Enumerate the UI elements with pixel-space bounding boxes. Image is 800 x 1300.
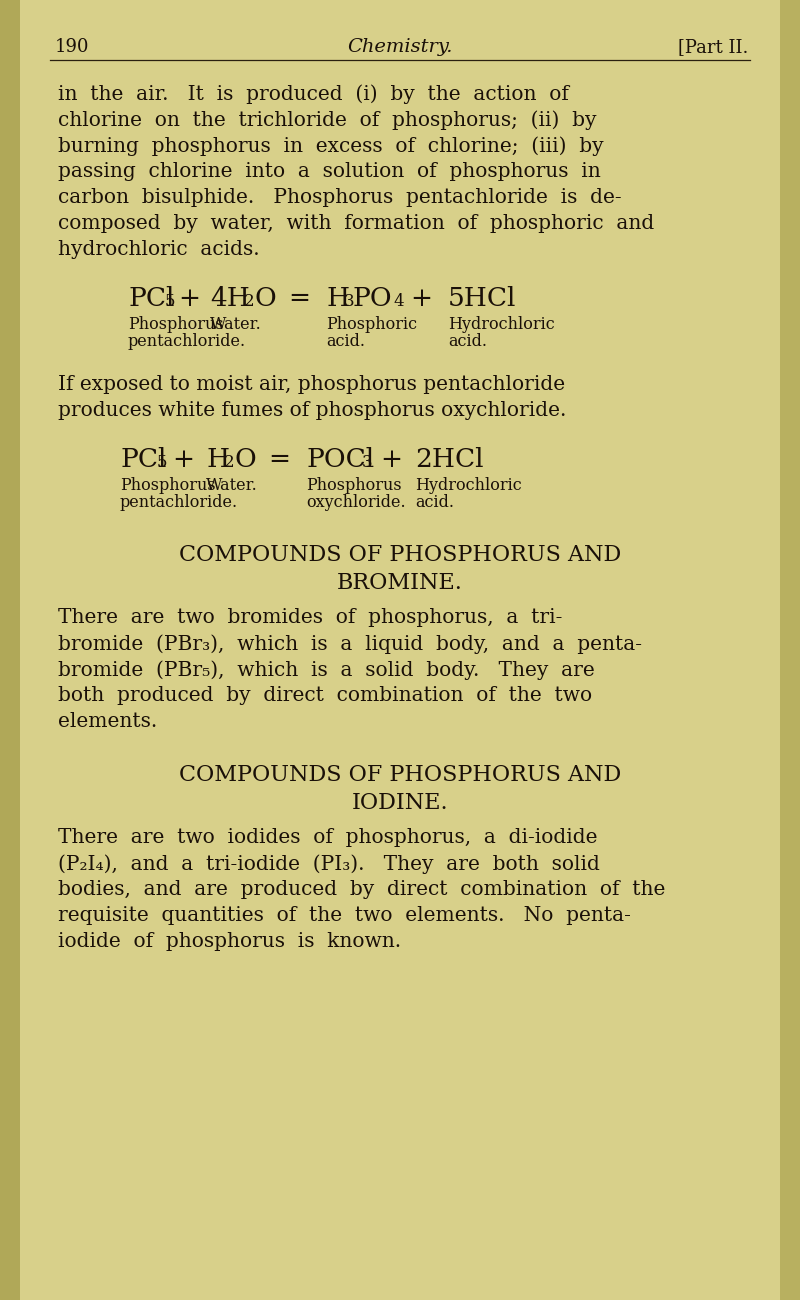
Text: O: O (255, 286, 277, 311)
Text: H: H (326, 286, 349, 311)
Text: O: O (234, 447, 256, 472)
Text: Hydrochloric: Hydrochloric (448, 316, 554, 333)
Text: requisite  quantities  of  the  two  elements.   No  penta-: requisite quantities of the two elements… (58, 906, 631, 926)
Text: (P₂I₄),  and  a  tri-iodide  (PI₃).   They  are  both  solid: (P₂I₄), and a tri-iodide (PI₃). They are… (58, 854, 600, 874)
Text: +: + (410, 286, 432, 311)
Text: pentachloride.: pentachloride. (128, 333, 246, 350)
Text: There  are  two  iodides  of  phosphorus,  a  di-iodide: There are two iodides of phosphorus, a d… (58, 828, 598, 848)
Text: bromide  (PBr₅),  which  is  a  solid  body.   They  are: bromide (PBr₅), which is a solid body. T… (58, 660, 594, 680)
Text: IODINE.: IODINE. (352, 792, 448, 814)
Text: passing  chlorine  into  a  solution  of  phosphorus  in: passing chlorine into a solution of phos… (58, 162, 601, 181)
Text: 3: 3 (344, 292, 354, 309)
Text: 2: 2 (224, 454, 234, 471)
Text: in  the  air.   It  is  produced  (i)  by  the  action  of: in the air. It is produced (i) by the ac… (58, 84, 569, 104)
Text: 5HCl: 5HCl (448, 286, 516, 311)
Text: +: + (172, 447, 194, 472)
Text: composed  by  water,  with  formation  of  phosphoric  and: composed by water, with formation of pho… (58, 214, 654, 233)
Text: =: = (288, 286, 310, 311)
Text: Phosphorus: Phosphorus (120, 477, 216, 494)
Text: elements.: elements. (58, 712, 158, 731)
Text: 4: 4 (393, 292, 404, 309)
Text: pentachloride.: pentachloride. (120, 494, 238, 511)
Text: 5: 5 (165, 292, 175, 309)
Text: 190: 190 (55, 38, 90, 56)
Text: Phosphoric: Phosphoric (326, 316, 417, 333)
Text: acid.: acid. (415, 494, 454, 511)
Text: Chemistry.: Chemistry. (347, 38, 453, 56)
Bar (0, 0, 20, 1300)
Text: COMPOUNDS OF PHOSPHORUS AND: COMPOUNDS OF PHOSPHORUS AND (179, 543, 621, 566)
Text: 2: 2 (244, 292, 254, 309)
Text: =: = (268, 447, 290, 472)
Text: [Part II.: [Part II. (678, 38, 748, 56)
Text: PCl: PCl (128, 286, 174, 311)
Text: 2HCl: 2HCl (415, 447, 483, 472)
Text: acid.: acid. (326, 333, 365, 350)
Text: Water.: Water. (206, 477, 258, 494)
Text: 4H: 4H (210, 286, 250, 311)
Text: If exposed to moist air, phosphorus pentachloride: If exposed to moist air, phosphorus pent… (58, 374, 565, 394)
Text: burning  phosphorus  in  excess  of  chlorine;  (iii)  by: burning phosphorus in excess of chlorine… (58, 136, 604, 156)
Text: Phosphorus: Phosphorus (128, 316, 224, 333)
Text: acid.: acid. (448, 333, 487, 350)
Bar (780, 0, 800, 1300)
Text: bromide  (PBr₃),  which  is  a  liquid  body,  and  a  penta-: bromide (PBr₃), which is a liquid body, … (58, 634, 642, 654)
Text: oxychloride.: oxychloride. (306, 494, 406, 511)
Text: bodies,  and  are  produced  by  direct  combination  of  the: bodies, and are produced by direct combi… (58, 880, 666, 900)
Text: +: + (380, 447, 402, 472)
Text: carbon  bisulphide.   Phosphorus  pentachloride  is  de-: carbon bisulphide. Phosphorus pentachlor… (58, 188, 622, 207)
Text: PO: PO (353, 286, 393, 311)
Text: 5: 5 (157, 454, 167, 471)
Text: BROMINE.: BROMINE. (337, 572, 463, 594)
Text: There  are  two  bromides  of  phosphorus,  a  tri-: There are two bromides of phosphorus, a … (58, 608, 562, 627)
Text: Water.: Water. (210, 316, 262, 333)
Text: Phosphorus: Phosphorus (306, 477, 402, 494)
Text: Hydrochloric: Hydrochloric (415, 477, 522, 494)
Text: hydrochloric  acids.: hydrochloric acids. (58, 240, 260, 259)
Text: POCl: POCl (306, 447, 374, 472)
Text: both  produced  by  direct  combination  of  the  two: both produced by direct combination of t… (58, 686, 592, 705)
Text: iodide  of  phosphorus  is  known.: iodide of phosphorus is known. (58, 932, 401, 952)
Text: H: H (206, 447, 229, 472)
Text: PCl: PCl (120, 447, 166, 472)
Text: chlorine  on  the  trichloride  of  phosphorus;  (ii)  by: chlorine on the trichloride of phosphoru… (58, 111, 597, 130)
Text: produces white fumes of phosphorus oxychloride.: produces white fumes of phosphorus oxych… (58, 400, 566, 420)
Text: COMPOUNDS OF PHOSPHORUS AND: COMPOUNDS OF PHOSPHORUS AND (179, 764, 621, 786)
Text: 3: 3 (362, 454, 373, 471)
Text: +: + (178, 286, 200, 311)
